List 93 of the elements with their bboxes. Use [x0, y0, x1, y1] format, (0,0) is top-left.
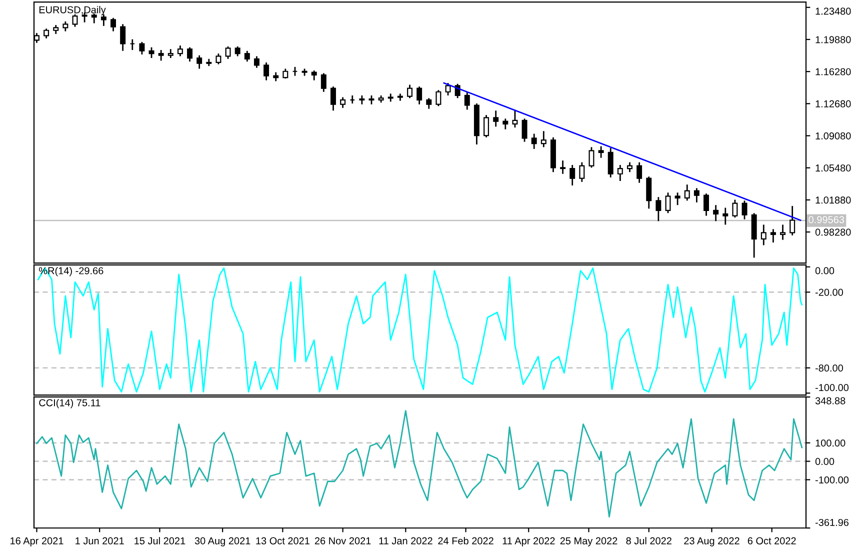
x-tick-label: 24 Feb 2022: [438, 537, 494, 544]
candlestick: [512, 109, 518, 128]
x-tick-label: 30 Aug 2021: [194, 537, 250, 546]
y-tick-label: -361.96: [815, 518, 849, 526]
candlestick: [493, 110, 499, 128]
candlestick: [426, 97, 432, 110]
candlestick: [608, 147, 614, 178]
y-tick-label: 0.00: [815, 267, 834, 274]
candlestick: [120, 23, 126, 52]
x-tick-label: 6 Oct 2022: [748, 537, 796, 544]
candlestick: [742, 200, 748, 220]
y-tick-label: 1.09080: [816, 132, 851, 140]
candlestick: [445, 82, 451, 96]
candlestick: [598, 146, 604, 159]
candlestick: [770, 228, 776, 244]
candlestick: [626, 162, 632, 173]
candlestick: [484, 114, 490, 138]
candlestick: [588, 146, 594, 168]
candlestick: [579, 162, 585, 183]
y-tick-label: -100.00: [815, 476, 849, 484]
candlestick: [320, 72, 326, 93]
y-tick-label: 100.00: [816, 440, 846, 447]
candlestick: [234, 46, 240, 57]
candlestick: [254, 56, 260, 69]
candlestick: [407, 84, 412, 99]
candlestick: [158, 49, 164, 62]
candlestick: [540, 130, 546, 148]
candlestick: [225, 46, 231, 60]
candlestick: [531, 133, 537, 150]
candlestick: [340, 96, 346, 109]
chart-title: CCI(14) 75.11: [39, 398, 100, 408]
y-tick-label: -100.00: [815, 384, 849, 392]
y-tick-label: 1.05480: [816, 164, 851, 172]
candlestick: [62, 20, 68, 32]
candlestick: [148, 46, 154, 59]
candlestick: [722, 207, 728, 226]
candlestick: [713, 204, 719, 222]
y-tick-label: 1.23480: [816, 8, 851, 15]
candlestick: [110, 17, 116, 32]
candlestick: [244, 50, 250, 62]
y-tick-label: 1.01880: [816, 196, 851, 204]
x-tick-label: 13 Oct 2021: [256, 537, 310, 544]
candlestick: [187, 46, 193, 62]
candlestick: [44, 28, 50, 40]
candlestick: [522, 118, 528, 142]
x-tick-label: 16 Apr 2021: [10, 537, 64, 546]
y-tick-label: 0.98280: [815, 228, 851, 236]
candlestick: [694, 187, 700, 204]
y-tick-label: 1.16280: [816, 68, 851, 76]
candlestick: [780, 224, 786, 241]
candlestick: [646, 176, 652, 210]
candlestick: [416, 86, 422, 106]
candlestick: [674, 192, 680, 206]
x-tick-label: 25 May 2022: [560, 537, 618, 546]
candlestick: [704, 192, 709, 216]
candlestick: [100, 14, 106, 27]
candlestick: [139, 41, 145, 56]
candlestick: [636, 162, 642, 184]
chart-title: EURUSD,Daily: [39, 6, 106, 16]
candlestick: [177, 44, 183, 57]
candlestick: [436, 89, 442, 107]
candlestick: [617, 164, 623, 182]
x-tick-label: 26 Nov 2021: [314, 537, 371, 544]
x-tick-label: 11 Jan 2022: [379, 537, 432, 544]
candlestick: [196, 54, 202, 70]
candlestick: [311, 70, 317, 81]
candlestick: [216, 52, 222, 65]
candlestick: [760, 224, 766, 246]
candlestick: [502, 118, 508, 130]
y-tick-label: -80.00: [815, 364, 843, 372]
candlestick: [790, 205, 796, 236]
candlestick: [570, 164, 576, 186]
y-tick-label: 1.19880: [816, 36, 851, 44]
candlestick: [72, 14, 78, 28]
y-tick-label: 1.12680: [816, 100, 851, 108]
x-tick-label: 11 Apr 2022: [502, 537, 555, 546]
y-tick-label: -20.00: [815, 288, 843, 296]
candlestick: [560, 160, 566, 175]
candlestick: [665, 192, 671, 214]
candlestick: [656, 196, 662, 222]
x-tick-label: 23 Aug 2022: [684, 537, 740, 546]
candlestick: [330, 86, 336, 112]
candlestick: [464, 91, 470, 110]
ref-line-label: 0.99563: [808, 216, 844, 224]
candlestick: [732, 199, 738, 218]
x-tick-label: 8 Jul 2022: [626, 537, 672, 544]
candlestick: [264, 62, 270, 81]
x-tick-label: 15 Jul 2021: [134, 537, 186, 544]
x-tick-label: 1 Jun 2021: [76, 537, 124, 544]
y-tick-label: 0.00: [815, 458, 834, 466]
y-tick-label: 348.88: [815, 397, 846, 404]
candlestick: [282, 68, 288, 80]
candlestick: [684, 184, 690, 202]
